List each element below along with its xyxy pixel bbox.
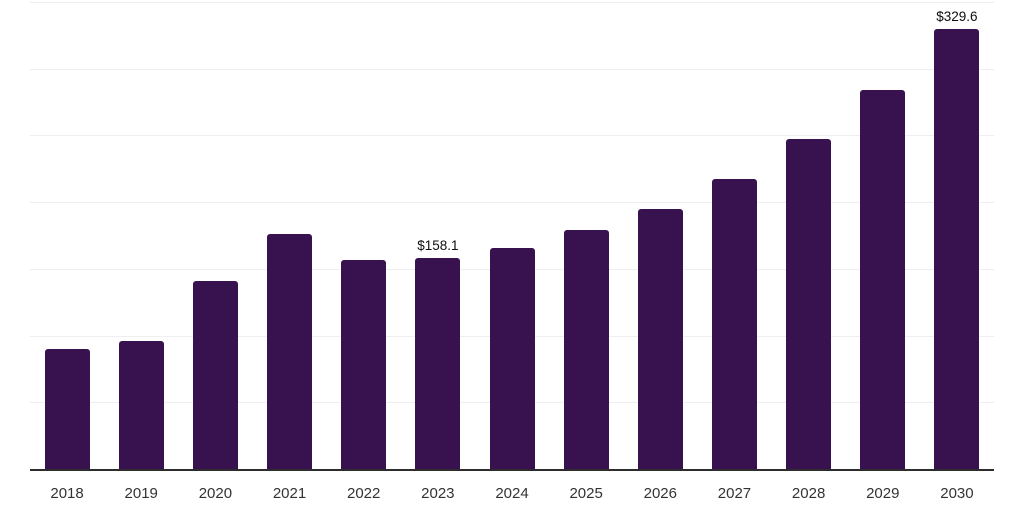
bar-2029 — [860, 90, 906, 469]
x-tick-label-2023: 2023 — [421, 485, 455, 502]
x-tick-label-2021: 2021 — [272, 485, 307, 502]
x-tick-label-2026: 2026 — [643, 485, 677, 502]
value-label-2023: $158.1 — [417, 238, 459, 254]
x-tick-label-2028: 2028 — [791, 485, 826, 502]
gridline — [30, 2, 994, 3]
bar-2019 — [118, 340, 164, 469]
bar-2025 — [563, 229, 609, 469]
bar-2021 — [267, 234, 313, 469]
bar-2026 — [637, 208, 683, 469]
x-tick-label-2025: 2025 — [569, 485, 603, 502]
bar-2023 — [415, 258, 461, 469]
bar-2024 — [489, 247, 535, 469]
x-tick-label-2022: 2022 — [347, 485, 381, 502]
bar-2022 — [341, 260, 387, 469]
x-tick-label-2029: 2029 — [866, 485, 900, 502]
gridline — [30, 135, 994, 137]
x-tick-label-2018: 2018 — [50, 485, 84, 502]
x-axis-labels: 2018 2019 2020 2021 2022 2023 2024 2025 2026 2027… — [30, 485, 994, 505]
bar-2027 — [711, 178, 757, 469]
x-tick-label-2030: 2030 — [940, 485, 974, 502]
bar-2018 — [44, 349, 90, 469]
bar-2028 — [786, 138, 832, 469]
bar-2030 — [934, 29, 980, 469]
x-tick-label-2027: 2027 — [717, 485, 752, 502]
x-axis-line — [30, 469, 994, 471]
bar-2020 — [192, 280, 238, 469]
value-label-2030: $329.6 — [936, 9, 978, 25]
gridline — [30, 202, 994, 204]
x-tick-label-2024: 2024 — [495, 485, 529, 502]
gridline — [30, 68, 994, 70]
x-tick-label-2019: 2019 — [124, 485, 158, 502]
plot-area: $158.1 $329.6 — [30, 2, 994, 469]
x-tick-label-2020: 2020 — [198, 485, 233, 502]
